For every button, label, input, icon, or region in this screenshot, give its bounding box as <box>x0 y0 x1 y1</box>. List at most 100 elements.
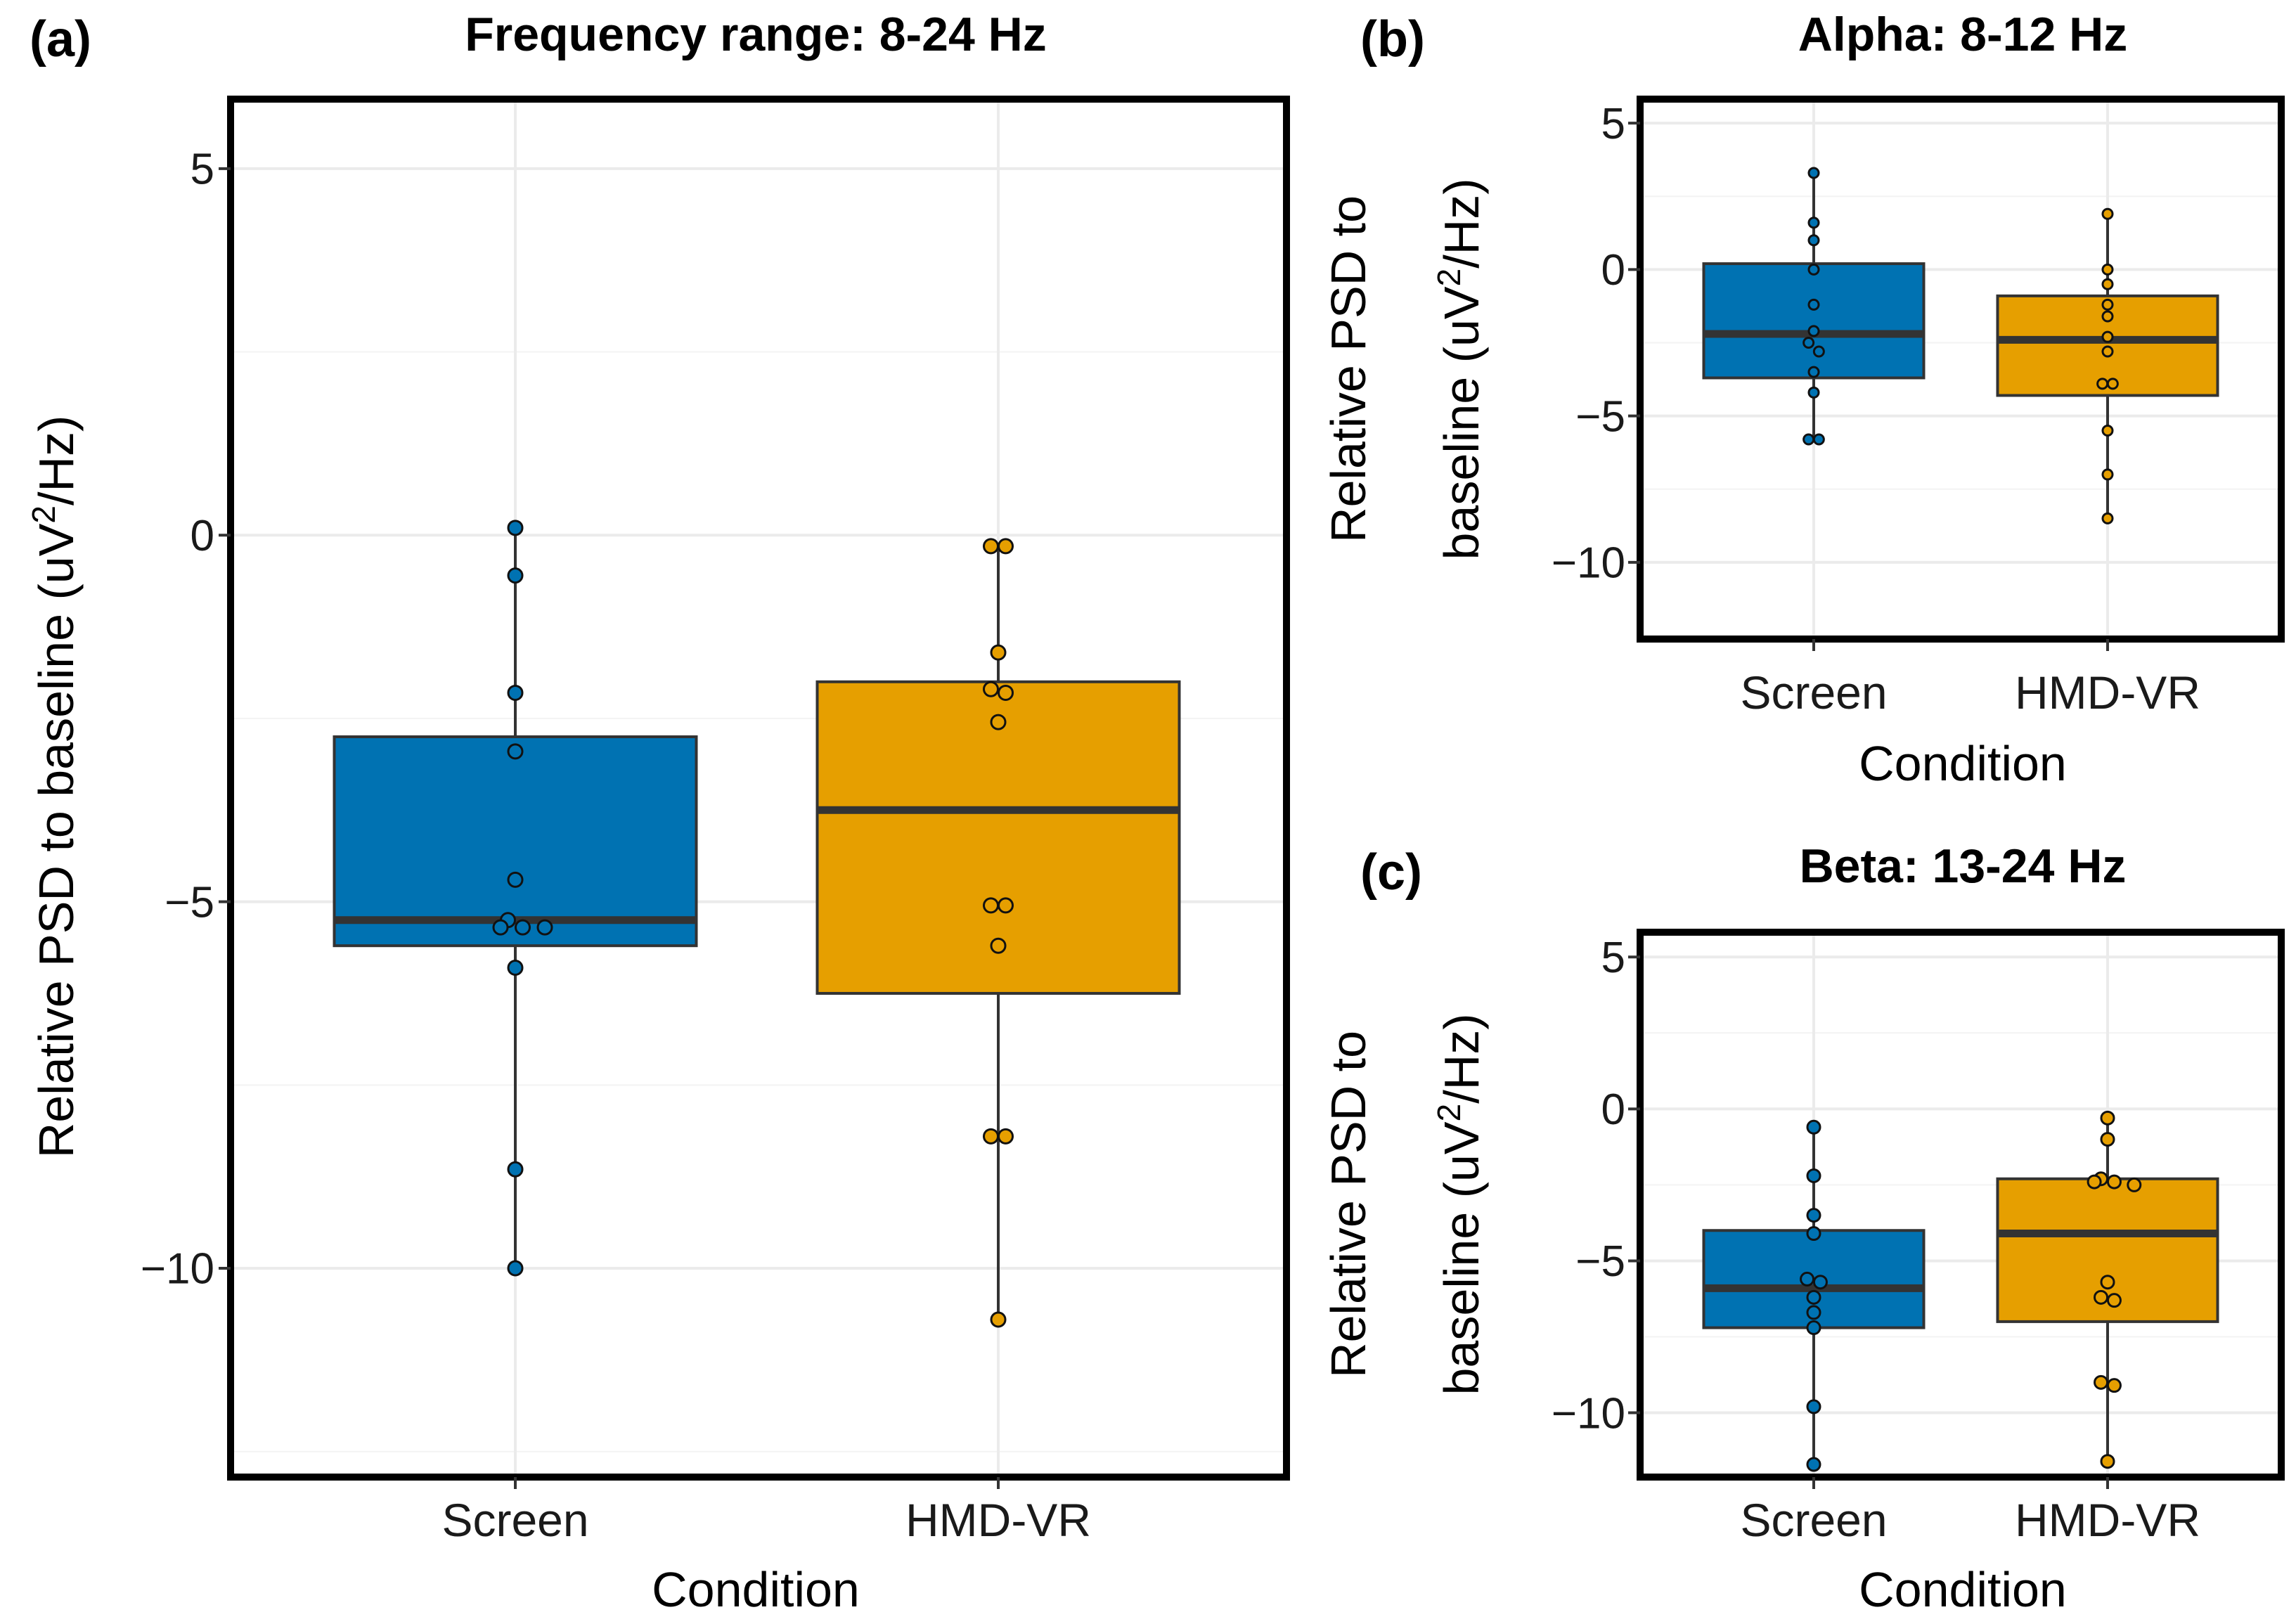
y-tick-label: −10 <box>1552 539 1625 588</box>
y-tick-label: 5 <box>191 146 214 194</box>
x-tick-label: Screen <box>441 1494 588 1546</box>
point-hmd-vr <box>990 644 1007 661</box>
panel-b: (b) Alpha: 8-12 Hz 50−5−10 Screen HMD-VR … <box>1321 8 2285 791</box>
panel-c-y-label-line2: baseline (uV2/Hz) <box>1431 1013 1489 1395</box>
x-tick-label: HMD-VR <box>2015 1494 2200 1546</box>
point-hmd-vr <box>2106 1293 2122 1308</box>
point-screen <box>1806 1320 1821 1336</box>
point-hmd-vr <box>2087 1174 2102 1190</box>
point-screen <box>1802 433 1815 446</box>
point-hmd-vr <box>998 684 1014 701</box>
panel-c-points <box>1800 1110 2142 1472</box>
y-tick-label: −5 <box>1575 1237 1625 1286</box>
y-tick-label: 5 <box>1601 100 1625 148</box>
point-screen <box>1806 1457 1821 1472</box>
point-screen <box>507 684 524 701</box>
y-tick-label: 0 <box>1601 1085 1625 1134</box>
point-screen <box>507 1260 524 1277</box>
point-hmd-vr <box>998 538 1014 555</box>
point-screen <box>1807 263 1820 276</box>
panel-b-points <box>1802 167 2119 524</box>
point-hmd-vr <box>983 897 999 914</box>
y-tick-label: −10 <box>141 1245 214 1294</box>
point-screen <box>515 919 531 936</box>
point-screen <box>1800 1271 1815 1287</box>
point-screen <box>507 520 524 536</box>
point-hmd-vr <box>2096 378 2109 390</box>
y-tick-label: −10 <box>1552 1389 1625 1438</box>
panel-a-x-label: Condition <box>652 1562 860 1617</box>
point-hmd-vr <box>2101 512 2114 524</box>
y-tick-label: −5 <box>1575 392 1625 441</box>
point-hmd-vr <box>2094 1289 2109 1305</box>
x-tick-label: HMD-VR <box>905 1494 1091 1546</box>
point-hmd-vr <box>2101 330 2114 343</box>
point-screen <box>1812 433 1825 446</box>
panel-b-x-label: Condition <box>1859 736 2067 791</box>
box-screen <box>1702 262 1926 380</box>
point-screen <box>1812 345 1825 358</box>
point-screen <box>1806 1168 1821 1183</box>
panel-a-x-ticks: Screen HMD-VR <box>441 1477 1091 1546</box>
point-hmd-vr <box>998 897 1014 914</box>
point-hmd-vr <box>2101 278 2114 290</box>
point-hmd-vr <box>2101 207 2114 220</box>
point-screen <box>536 919 553 936</box>
point-screen <box>1806 1119 1821 1135</box>
panel-a-boxes <box>333 527 1181 1320</box>
panel-a: (a) Frequency range: 8-24 Hz 5 0 −5 −10 Scr… <box>25 8 1290 1617</box>
box-screen <box>333 735 698 948</box>
point-screen <box>1806 1289 1821 1305</box>
point-hmd-vr <box>2100 1275 2115 1290</box>
point-screen <box>1806 1399 1821 1414</box>
point-hmd-vr <box>2101 345 2114 358</box>
panel-b-x-ticks: Screen HMD-VR <box>1740 639 2200 718</box>
point-hmd-vr <box>2100 1132 2115 1147</box>
panel-b-letter: (b) <box>1360 11 1425 67</box>
panel-b-boxes <box>1702 172 2219 519</box>
point-hmd-vr <box>983 1128 999 1145</box>
point-hmd-vr <box>2101 468 2114 481</box>
point-screen <box>1806 1208 1821 1223</box>
point-hmd-vr <box>983 681 999 697</box>
panel-b-y-label-line2: baseline (uV2/Hz) <box>1431 178 1489 560</box>
point-screen <box>1807 217 1820 229</box>
point-screen <box>492 919 509 936</box>
panel-a-frame <box>227 96 1290 1481</box>
point-screen <box>1807 325 1820 337</box>
x-tick-label: Screen <box>1740 1494 1887 1546</box>
y-tick-label: 0 <box>191 512 214 560</box>
panel-b-frame <box>1637 96 2285 643</box>
panel-c-x-label: Condition <box>1859 1562 2067 1617</box>
point-hmd-vr <box>2094 1374 2109 1390</box>
x-tick-label: HMD-VR <box>2015 666 2200 718</box>
point-screen <box>507 743 524 760</box>
point-hmd-vr <box>2101 424 2114 437</box>
panel-c-title: Beta: 13-24 Hz <box>1800 839 2127 893</box>
panel-a-y-ticks: 5 0 −5 −10 <box>141 146 231 1294</box>
point-hmd-vr <box>2100 1454 2115 1469</box>
point-hmd-vr <box>2106 1378 2122 1393</box>
point-screen <box>1806 1226 1821 1242</box>
panel-c-frame <box>1637 929 2285 1481</box>
x-tick-label: Screen <box>1740 666 1887 718</box>
panel-b-y-label-line1: Relative PSD to <box>1321 195 1376 543</box>
y-tick-label: 5 <box>1601 934 1625 982</box>
panel-a-y-label: Relative PSD to baseline (uV2/Hz) <box>25 415 84 1159</box>
y-tick-label: 0 <box>1601 246 1625 295</box>
point-screen <box>1807 298 1820 311</box>
panel-c-y-ticks: 5 0 −5 −10 <box>1552 934 1640 1438</box>
panel-a-letter: (a) <box>30 11 91 67</box>
panel-b-y-ticks: 5 0 −5 −10 <box>1552 100 1640 588</box>
point-hmd-vr <box>2101 263 2114 276</box>
point-hmd-vr <box>2100 1110 2115 1126</box>
point-hmd-vr <box>998 1128 1014 1145</box>
point-hmd-vr <box>990 937 1007 954</box>
point-hmd-vr <box>2101 310 2114 323</box>
point-screen <box>507 1161 524 1178</box>
point-hmd-vr <box>2101 298 2114 311</box>
point-hmd-vr <box>990 1311 1007 1328</box>
point-hmd-vr <box>983 538 999 555</box>
panel-c-y-label-line1: Relative PSD to <box>1321 1031 1376 1378</box>
